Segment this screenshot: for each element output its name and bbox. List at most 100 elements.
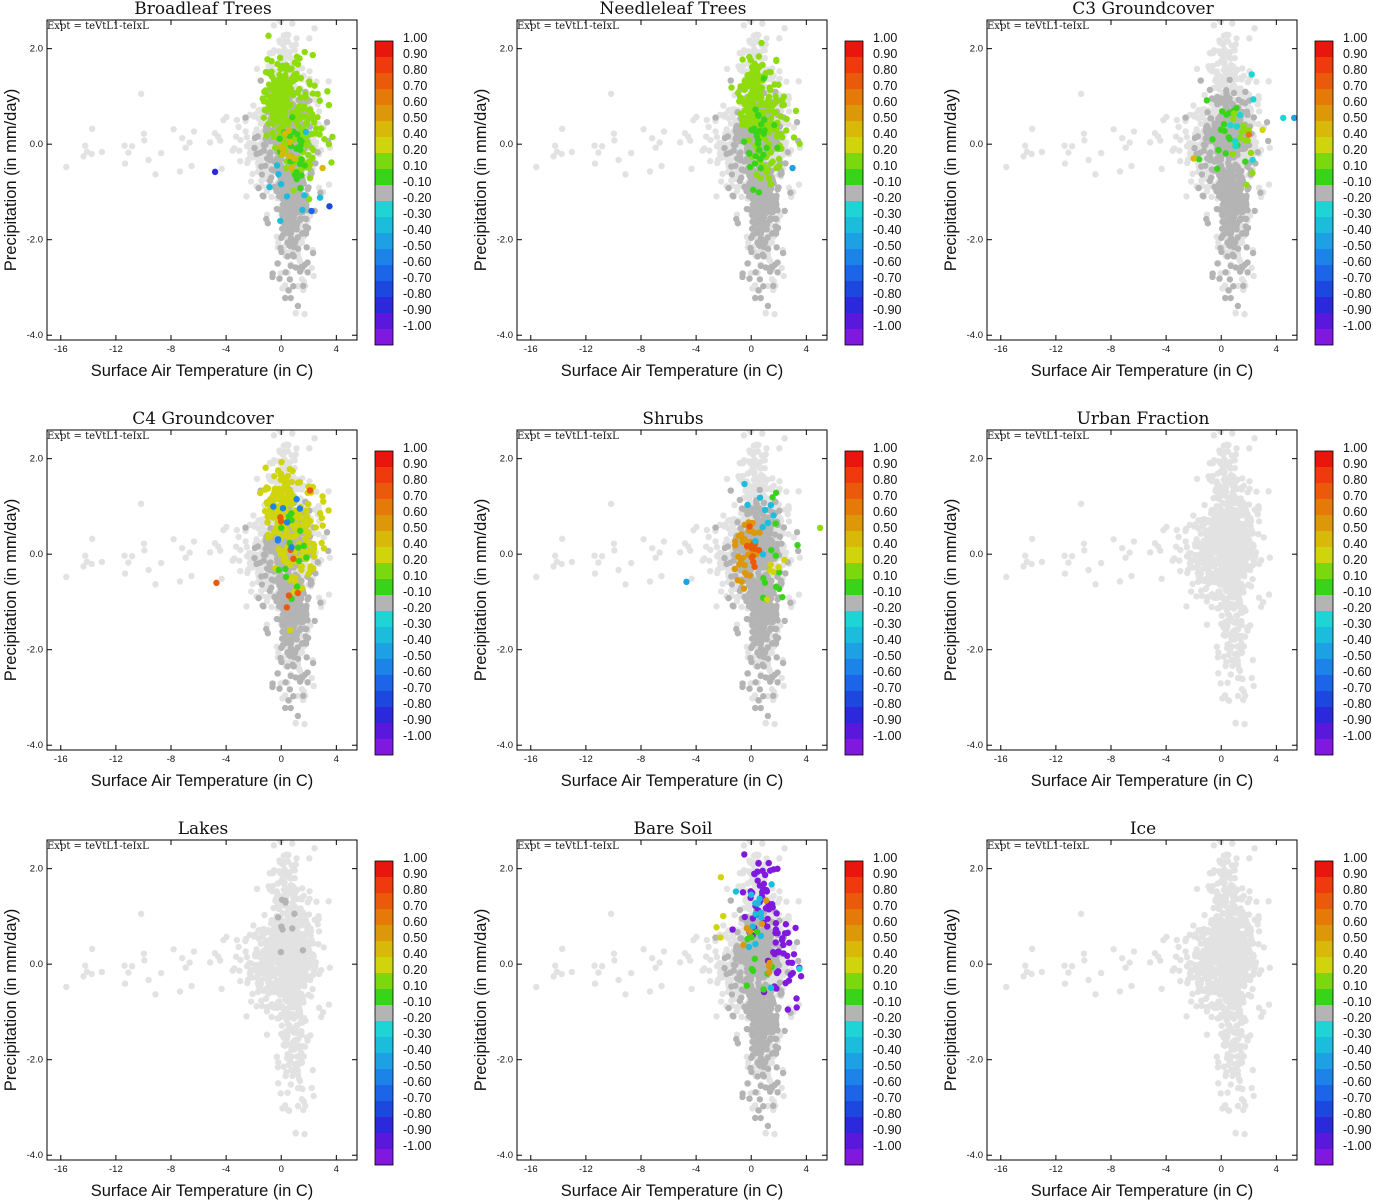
background-point [1020, 153, 1027, 160]
background-point [703, 116, 711, 124]
null-point [304, 259, 311, 266]
background-point [707, 157, 714, 165]
background-point [1126, 139, 1133, 146]
background-point [233, 116, 241, 124]
colorbar-segment [375, 281, 393, 297]
data-point [311, 119, 318, 126]
data-point [274, 106, 281, 114]
null-point [757, 294, 764, 302]
colorbar-segment [375, 233, 393, 249]
data-point [261, 106, 268, 114]
expt-label: Expt = teVtL1-teIxL [517, 21, 619, 32]
data-point [773, 56, 780, 64]
background-point [83, 148, 91, 155]
null-point [284, 253, 291, 260]
data-point [266, 183, 273, 191]
data-point [277, 143, 284, 151]
background-point [738, 67, 746, 75]
colorbar-segment [375, 297, 393, 313]
data-point [279, 62, 286, 70]
null-point [267, 154, 274, 161]
x-tick-label: 0 [749, 344, 754, 355]
data-point [297, 142, 304, 149]
y-axis-label: Precipitation (in mm/day) [472, 89, 490, 271]
data-point [266, 93, 274, 100]
background-point [719, 170, 726, 178]
background-point [1253, 78, 1260, 85]
data-point [745, 112, 752, 119]
null-point [772, 230, 780, 237]
null-point [734, 220, 742, 227]
data-point [772, 109, 779, 116]
background-point [1160, 116, 1167, 124]
data-point [270, 88, 278, 96]
null-point [754, 253, 761, 260]
background-point [751, 282, 759, 289]
background-point [1233, 35, 1240, 42]
background-point [640, 126, 647, 133]
expt-label: Expt = teVtL1-teIxL [987, 21, 1089, 32]
background-point [776, 68, 783, 75]
background-point [1173, 116, 1181, 124]
background-point [785, 108, 793, 115]
data-point [728, 84, 735, 91]
background-point [206, 139, 214, 146]
data-point [306, 78, 313, 85]
data-point [761, 116, 768, 123]
data-point [749, 90, 756, 97]
data-point [763, 144, 770, 152]
colorbar-segment [845, 281, 863, 297]
background-point [244, 159, 251, 167]
null-point [258, 171, 266, 178]
data-point [260, 114, 267, 121]
background-point [140, 130, 148, 137]
background-point [1197, 120, 1205, 127]
null-point [761, 199, 768, 207]
null-point [764, 245, 772, 252]
background-point [267, 50, 275, 57]
data-point [276, 54, 284, 62]
colorbar-segment [845, 137, 863, 153]
background-point [763, 35, 770, 42]
background-point [795, 78, 802, 85]
colorbar-label: 0.50 [403, 111, 427, 125]
data-point [319, 164, 326, 172]
background-point [253, 65, 261, 73]
background-point [141, 137, 148, 144]
null-point [762, 264, 769, 271]
x-tick-label: -16 [524, 344, 538, 355]
colorbar-label: -0.80 [403, 287, 432, 301]
data-point [318, 125, 325, 132]
background-point [1189, 170, 1196, 178]
data-point [752, 153, 759, 160]
background-point [646, 168, 654, 175]
data-point [299, 105, 306, 113]
data-point [281, 130, 289, 137]
null-point [779, 249, 787, 257]
null-point [747, 206, 754, 213]
null-point [251, 134, 259, 142]
background-point [690, 116, 697, 124]
data-point [309, 130, 316, 138]
null-point [773, 244, 780, 251]
expt-label: Expt = teVtL1-teIxL [47, 21, 149, 32]
data-point [260, 98, 268, 105]
data-point [764, 98, 771, 105]
colorbar-segment [845, 105, 863, 121]
colorbar-segment [845, 121, 863, 137]
background-point [285, 54, 293, 61]
colorbar-label: -0.70 [403, 271, 432, 285]
null-point [728, 163, 735, 170]
background-point [306, 35, 313, 42]
background-point [1241, 310, 1248, 318]
background-point [1193, 65, 1201, 73]
null-point [756, 276, 764, 283]
null-point [733, 129, 741, 137]
null-point [287, 294, 294, 302]
data-point [301, 48, 308, 56]
background-point [1023, 148, 1031, 155]
data-point [268, 57, 275, 65]
background-point [740, 22, 748, 29]
null-point [294, 234, 301, 241]
